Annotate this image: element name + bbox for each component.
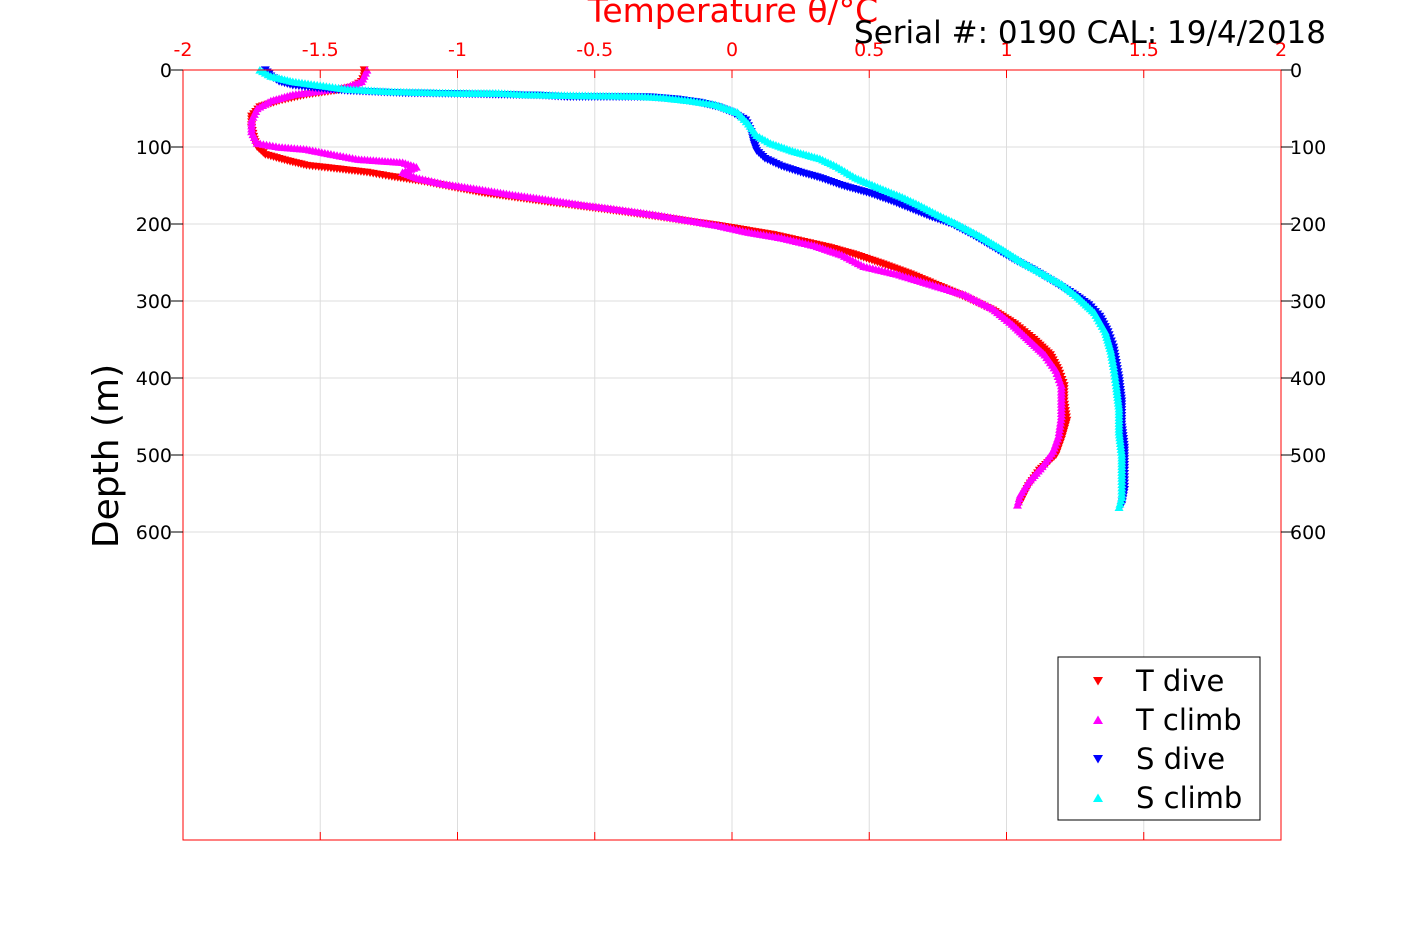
legend-marker — [1093, 793, 1103, 802]
y-tick-label-right: 600 — [1290, 522, 1326, 544]
y-tick-label-right: 0 — [1290, 60, 1302, 82]
legend-label: S dive — [1136, 742, 1225, 776]
y-tick-label-left: 100 — [136, 137, 172, 159]
data-point — [1056, 415, 1066, 424]
data-point — [1109, 365, 1119, 374]
legend: T dive T climb S dive S climb — [1057, 656, 1261, 821]
legend-label: S climb — [1136, 781, 1242, 815]
x-tick-label: 2 — [1275, 39, 1287, 61]
data-point — [1055, 422, 1065, 430]
series-t-climb — [247, 65, 1066, 509]
x-tick-label: 0 — [726, 39, 738, 61]
x-tick-label: 1 — [1000, 39, 1012, 61]
data-point — [1114, 503, 1124, 511]
y-tick-label-left: 200 — [136, 214, 172, 236]
y-tick-label-left: 0 — [160, 60, 172, 82]
legend-marker — [1093, 677, 1103, 686]
y-axis-label: Depth (m) — [86, 364, 127, 548]
y-tick-label-right: 400 — [1290, 368, 1326, 390]
x-tick-label: -0.5 — [576, 39, 613, 61]
data-point — [1056, 412, 1066, 421]
data-point — [1110, 375, 1120, 383]
legend-label: T climb — [1135, 703, 1242, 737]
legend-marker — [1093, 755, 1103, 764]
tick-marks — [171, 69, 1293, 840]
serial-annotation: Serial #: 0190 CAL: 19/4/2018 — [854, 15, 1326, 51]
data-point — [1111, 378, 1121, 387]
series-s-climb — [255, 65, 1127, 511]
y-tick-label-right: 500 — [1290, 445, 1326, 467]
data-point — [1054, 428, 1064, 437]
data-point — [1107, 353, 1117, 361]
y-tick-label-left: 600 — [136, 522, 172, 544]
grid-lines — [182, 69, 1282, 840]
y-tick-label-left: 500 — [136, 445, 172, 467]
data-point — [1110, 372, 1120, 380]
series-s-dive — [260, 66, 1130, 510]
x-tick-label: -1.5 — [302, 39, 339, 61]
y-tick-label-right: 100 — [1290, 137, 1326, 159]
legend-label: T dive — [1135, 664, 1224, 698]
legend-marker — [1093, 715, 1103, 724]
data-point — [1109, 362, 1119, 371]
data-point — [1012, 501, 1022, 509]
data-point — [1106, 347, 1116, 355]
data-point — [1108, 359, 1118, 367]
data-point — [1107, 356, 1117, 364]
y-tick-label-right: 200 — [1290, 214, 1326, 236]
data-points — [247, 65, 1130, 511]
x-tick-label: 1.5 — [1129, 39, 1159, 61]
x-tick-label: -1 — [448, 39, 467, 61]
data-point — [1106, 350, 1116, 358]
x-tick-label: 0.5 — [854, 39, 884, 61]
data-point — [1055, 418, 1065, 427]
legend-box — [1057, 656, 1261, 821]
y-tick-label-right: 300 — [1290, 291, 1326, 313]
y-tick-label-left: 400 — [136, 368, 172, 390]
data-point — [1109, 368, 1119, 377]
y-tick-label-left: 300 — [136, 291, 172, 313]
data-point — [1055, 425, 1065, 433]
x-tick-label: -2 — [174, 39, 193, 61]
chart-title: Temperature θ/°C — [587, 0, 878, 30]
